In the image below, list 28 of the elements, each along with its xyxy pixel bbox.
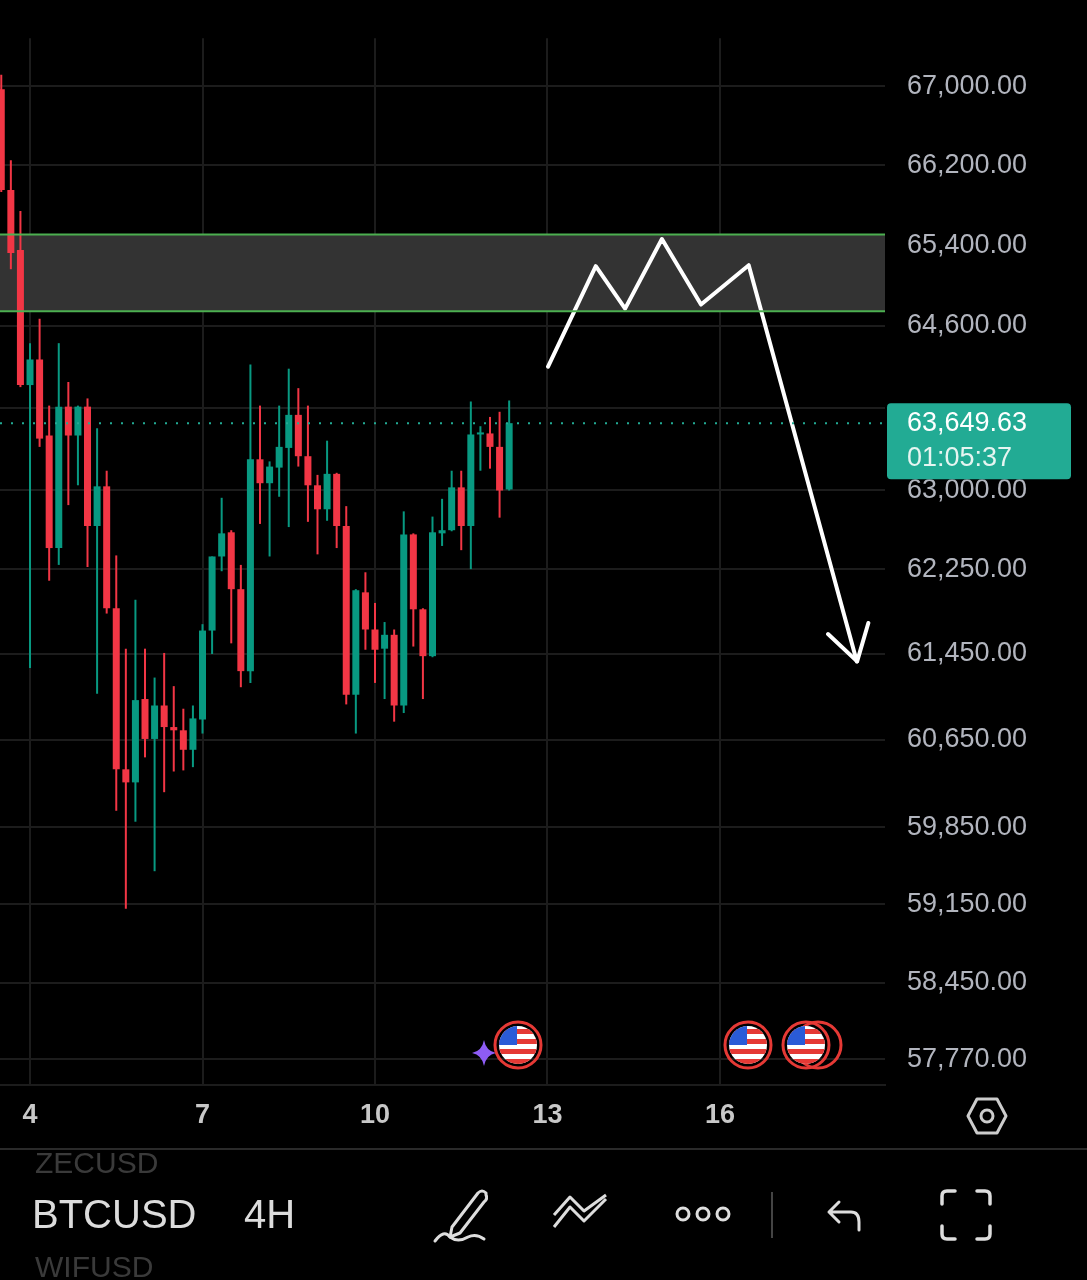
y-tick-label: 59,850.00 xyxy=(907,810,1028,841)
y-tick-label: 57,770.00 xyxy=(907,1042,1028,1073)
y-tick-label: 60,650.00 xyxy=(907,723,1028,754)
x-tick-label: 10 xyxy=(359,1098,391,1129)
ref-line-label: 63,649.63 xyxy=(907,406,1028,437)
x-tick-label: 16 xyxy=(704,1098,736,1129)
x-tick-label: 13 xyxy=(532,1098,563,1129)
candlestick xyxy=(122,648,130,909)
text: WIFUSD xyxy=(35,1250,154,1280)
text: 01:05:37 xyxy=(907,441,1013,472)
x-tick-label: 4 xyxy=(22,1098,38,1129)
x-tick-label: 7 xyxy=(194,1098,211,1129)
y-tick-label: 63,000.00 xyxy=(907,473,1028,504)
y-tick-label: 62,250.00 xyxy=(907,552,1028,583)
text: 4H xyxy=(244,1192,296,1237)
y-tick-label: 65,400.00 xyxy=(907,228,1028,259)
candlestick xyxy=(170,686,178,772)
candlestick xyxy=(438,498,446,546)
text: BTCUSD xyxy=(32,1192,197,1237)
y-tick-label: 67,000.00 xyxy=(907,69,1028,100)
candlestick xyxy=(476,426,484,471)
y-tick-label: 59,150.00 xyxy=(907,887,1028,918)
candlestick xyxy=(26,343,34,668)
y-tick-label: 66,200.00 xyxy=(907,148,1028,179)
y-tick-label: 58,450.00 xyxy=(907,966,1028,997)
text: ZECUSD xyxy=(35,1146,159,1180)
y-tick-label: 61,450.00 xyxy=(907,637,1028,668)
y-tick-label: 64,600.00 xyxy=(907,309,1028,340)
